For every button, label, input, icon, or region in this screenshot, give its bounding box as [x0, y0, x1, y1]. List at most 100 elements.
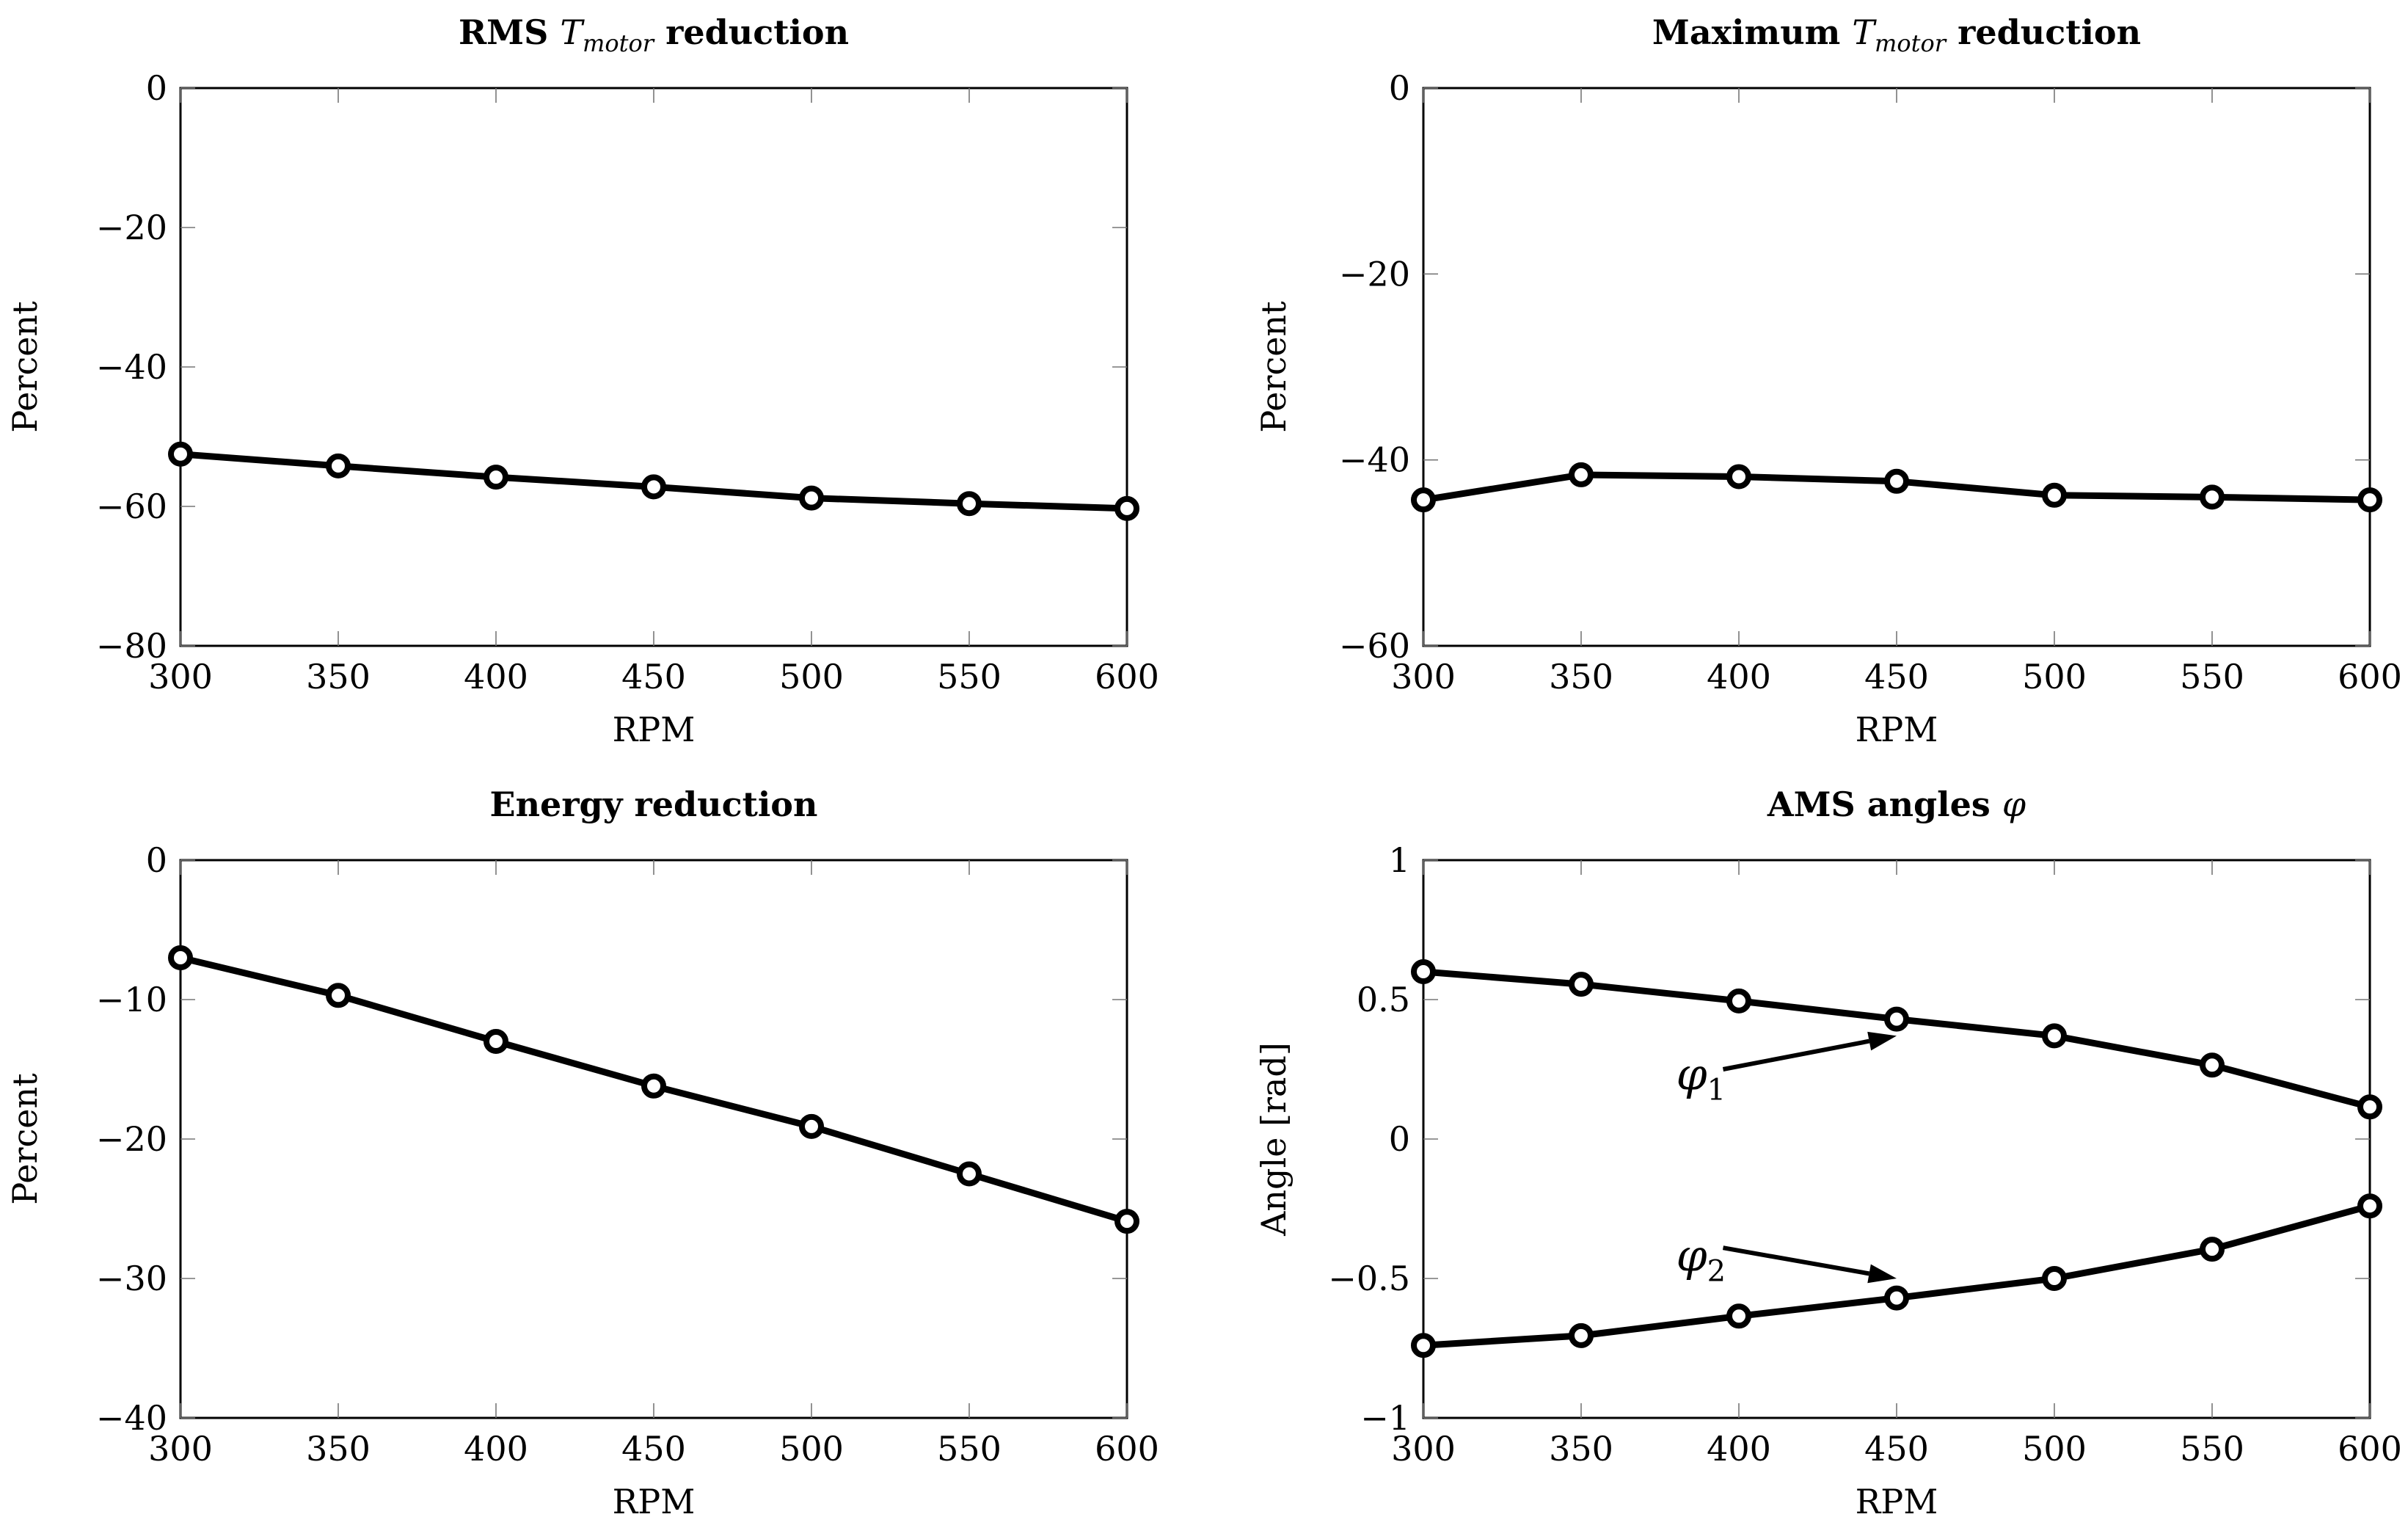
- x-tick-label: 400: [1707, 1429, 1771, 1469]
- annotation-arrow: [1722, 1038, 1870, 1072]
- x-tick-label: 600: [2338, 1429, 2402, 1469]
- data-point: [2200, 484, 2225, 510]
- data-point: [2200, 1052, 2225, 1078]
- data-point: [2357, 487, 2382, 513]
- chart-title-tail: reduction: [654, 12, 849, 52]
- data-point: [484, 465, 508, 490]
- y-tick-label: 1: [1389, 840, 1410, 880]
- x-tick-label: 400: [1707, 657, 1771, 696]
- chart-title-subscript: motor: [1875, 29, 1947, 57]
- y-tick-label: −20: [96, 208, 167, 247]
- y-tick-label: 0: [146, 68, 167, 108]
- data-point: [2042, 1023, 2067, 1049]
- y-tick-label: −60: [1339, 626, 1410, 666]
- data-point: [484, 1029, 508, 1054]
- x-tick-label: 400: [464, 657, 528, 696]
- y-tick-label: −10: [96, 980, 167, 1019]
- annotation-label: φ2: [1677, 1231, 1726, 1289]
- data-point: [641, 1073, 666, 1099]
- y-axis-label: Percent: [5, 301, 45, 433]
- x-axis-label: RPM: [613, 1482, 696, 1521]
- data-point: [799, 485, 824, 511]
- annotation-arrowhead: [1867, 1264, 1897, 1284]
- x-tick-label: 350: [306, 657, 371, 696]
- x-tick-label: 350: [306, 1429, 371, 1469]
- x-tick-label: 450: [621, 657, 686, 696]
- data-point: [1726, 464, 1751, 490]
- x-axis-label: RPM: [1856, 710, 1938, 749]
- y-tick-label: −80: [96, 626, 167, 666]
- y-tick-label: 0: [1389, 1119, 1410, 1159]
- data-point: [1884, 468, 1909, 494]
- y-tick-label: 0: [1389, 68, 1410, 108]
- x-tick-label: 350: [1549, 657, 1613, 696]
- y-tick-label: −0.5: [1328, 1259, 1410, 1298]
- x-tick-label: 450: [1864, 657, 1929, 696]
- data-point: [1411, 1333, 1436, 1358]
- chart-panel-4: AMS angles φ 300 350 400 450 500 550 600 1 0.5 0 −0…: [1254, 785, 2402, 1521]
- x-tick-label: 500: [779, 1429, 844, 1469]
- x-tick-label: 450: [621, 1429, 686, 1469]
- data-point: [957, 491, 982, 517]
- chart-title-subscript: motor: [583, 29, 655, 57]
- data-point: [1884, 1285, 1909, 1311]
- x-tick-label: 400: [464, 1429, 528, 1469]
- data-point: [1884, 1006, 1909, 1032]
- data-point: [641, 474, 666, 500]
- y-axis-label: Percent: [5, 1073, 45, 1205]
- chart-title-main: Maximum: [1652, 12, 1852, 52]
- series-line-2: [1420, 1202, 2374, 1349]
- chart-panel-3: Energy reduction 300 350 400 450 500 550 600 0 −1…: [5, 785, 1159, 1521]
- annotation-subscript: 1: [1707, 1074, 1726, 1107]
- chart-title: RMS Tmotor reduction: [459, 12, 849, 57]
- data-point: [2200, 1237, 2225, 1262]
- y-tick-label: 0: [146, 840, 167, 880]
- data-point: [326, 453, 351, 479]
- data-point: [1411, 487, 1436, 513]
- y-tick-label: −30: [96, 1259, 167, 1298]
- x-tick-label: 600: [2338, 657, 2402, 696]
- chart-title-main: Energy reduction: [490, 785, 818, 824]
- chart-title-main: AMS angles: [1767, 785, 2002, 824]
- plot-frame: [1422, 87, 2371, 647]
- annotation-symbol: φ: [1677, 1231, 1707, 1282]
- data-point: [1569, 462, 1594, 487]
- x-tick-label: 450: [1864, 1429, 1929, 1469]
- x-tick-label: 300: [1391, 657, 1456, 696]
- chart-title: Energy reduction: [490, 785, 818, 824]
- annotation-subscript: 2: [1707, 1255, 1726, 1289]
- chart-title-symbol: T: [560, 12, 585, 52]
- y-tick-label: −20: [1339, 254, 1410, 294]
- plot-frame: [179, 87, 1128, 647]
- chart-title-tail: reduction: [1946, 12, 2141, 52]
- x-tick-label: 550: [2180, 657, 2244, 696]
- data-point: [799, 1113, 824, 1139]
- data-point: [1411, 959, 1436, 984]
- data-point: [168, 945, 193, 970]
- x-axis-label: RPM: [613, 710, 696, 749]
- x-tick-label: 600: [1095, 657, 1159, 696]
- x-tick-label: 600: [1095, 1429, 1159, 1469]
- data-point: [1114, 495, 1139, 521]
- y-tick-label: −40: [1339, 440, 1410, 480]
- data-point: [326, 983, 351, 1008]
- data-point: [168, 441, 193, 467]
- y-tick-label: −40: [96, 347, 167, 387]
- chart-title-main: RMS: [459, 12, 560, 52]
- x-tick-label: 500: [2022, 1429, 2087, 1469]
- data-point: [1114, 1209, 1139, 1234]
- data-point: [1569, 1323, 1594, 1348]
- chart-title-symbol: T: [1852, 12, 1877, 52]
- data-point: [1726, 988, 1751, 1014]
- x-tick-label: 300: [148, 1429, 213, 1469]
- x-tick-label: 550: [937, 657, 1001, 696]
- y-axis-label: Percent: [1254, 301, 1294, 433]
- x-tick-label: 550: [2180, 1429, 2244, 1469]
- y-tick-label: −1: [1360, 1398, 1410, 1438]
- x-tick-label: 500: [2022, 657, 2087, 696]
- x-tick-label: 550: [937, 1429, 1001, 1469]
- data-point: [2042, 482, 2067, 508]
- chart-panel-1: RMS Tmotor reduction 300 350 400 450 500 550 60…: [5, 12, 1159, 749]
- chart-panel-2: Maximum Tmotor reduction 300 350 400 450 500 5…: [1254, 12, 2402, 749]
